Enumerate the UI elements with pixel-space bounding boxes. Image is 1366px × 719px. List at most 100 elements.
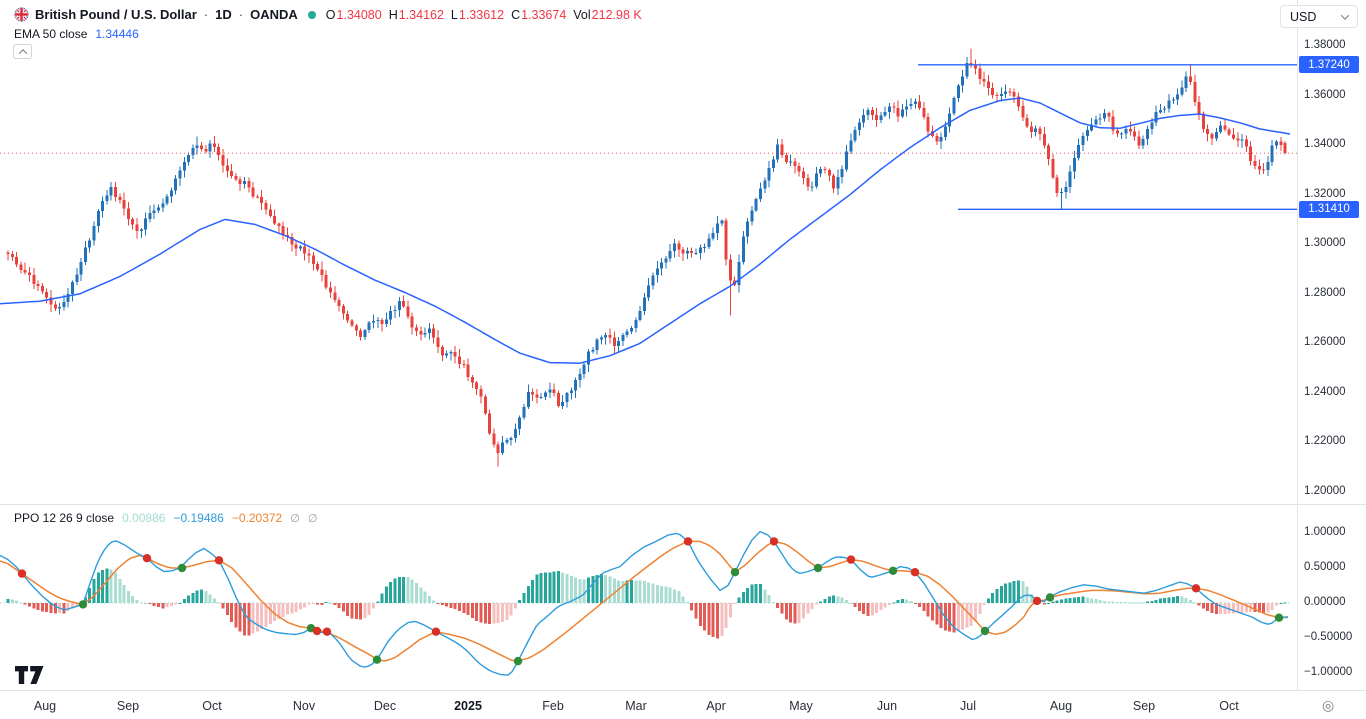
- price-axis-label: 1.28000: [1304, 286, 1346, 299]
- market-status-icon: [307, 10, 316, 19]
- ppo-signal-value: −0.20372: [231, 511, 283, 525]
- tradingview-logo[interactable]: [15, 666, 45, 685]
- title-separator2: ·: [238, 7, 244, 22]
- price-axis-label: 1.30000: [1304, 237, 1346, 250]
- empty-set-icon[interactable]: ∅: [307, 512, 318, 525]
- bull-cross-dot: [1274, 613, 1284, 622]
- ppo-histogram: [6, 568, 1287, 639]
- price-axis-label: 1.34000: [1304, 138, 1346, 151]
- price-axis-label: 1.38000: [1304, 39, 1346, 51]
- level-price-badge: 1.31410: [1299, 200, 1359, 218]
- bear-cross-dot: [1032, 596, 1042, 606]
- bear-cross-dot: [17, 569, 27, 578]
- bull-cross-dot: [177, 563, 187, 573]
- ppo-legend[interactable]: PPO 12 26 9 close 0.00886 −0.19486 −0.20…: [14, 511, 317, 525]
- bull-cross-dot: [78, 600, 88, 609]
- currency-selector[interactable]: USD: [1280, 5, 1358, 28]
- low-value: 1.33612: [458, 7, 505, 22]
- time-axis-month-label: Dec: [373, 699, 397, 713]
- candlestick-series: [6, 48, 1287, 467]
- chevron-up-icon: [18, 48, 27, 58]
- close-value: 1.33674: [521, 7, 567, 22]
- gbpusd-flag-icon: [14, 7, 29, 22]
- time-axis-month-label: Sep: [1132, 699, 1156, 713]
- level-price-badge: 1.37240: [1299, 56, 1359, 74]
- bear-cross-dot: [312, 626, 322, 636]
- price-axis-label: 1.32000: [1304, 187, 1346, 200]
- time-axis-month-label: Mar: [625, 699, 647, 713]
- ppo-axis-label: 0.50000: [1304, 561, 1346, 573]
- price-axis-border: [1297, 0, 1298, 690]
- time-axis-month-label: Feb: [542, 699, 564, 713]
- bull-cross-dot: [372, 655, 382, 664]
- bull-cross-dot: [1045, 593, 1055, 602]
- ppo-cross-markers: [17, 537, 1284, 666]
- time-axis[interactable]: ◎ Aug Sep Oct Nov Dec 2025 Feb Mar Apr May Jun Jul A…: [0, 690, 1366, 719]
- ppo-hist-value: 0.00886: [122, 511, 166, 525]
- time-axis-month-label: May: [789, 699, 813, 713]
- ppo-axis-label: −1.00000: [1304, 666, 1353, 678]
- time-axis-month-label: Apr: [706, 699, 726, 713]
- interval-label[interactable]: 1D: [215, 7, 232, 22]
- open-value: 1.34080: [336, 7, 382, 22]
- time-axis-month-label: Jun: [876, 699, 898, 713]
- bear-cross-dot: [214, 556, 224, 565]
- bull-cross-dot: [888, 566, 898, 575]
- main-chart-pane[interactable]: [0, 0, 1297, 505]
- ppo-axis-label: 1.00000: [1304, 526, 1346, 538]
- ema-value: 1.34446: [95, 27, 139, 41]
- price-axis-label: 1.22000: [1304, 435, 1346, 448]
- bear-cross-dot: [1191, 584, 1201, 593]
- time-axis-month-label: Sep: [116, 699, 140, 713]
- ohlc-readout: O1.34080 H1.34162 L1.33612 C1.33674 Vol2…: [325, 7, 642, 22]
- empty-set-icon[interactable]: ∅: [290, 512, 300, 525]
- ppo-line: [0, 530, 1289, 676]
- price-axis-label: 1.26000: [1304, 336, 1346, 349]
- time-axis-month-label: Nov: [292, 699, 316, 713]
- ppo-line-value: −0.19486: [173, 511, 224, 525]
- ppo-axis-label: −0.50000: [1304, 631, 1353, 643]
- bull-cross-dot: [730, 568, 740, 577]
- ppo-chart-canvas[interactable]: [0, 505, 1297, 690]
- high-value: 1.34162: [398, 7, 444, 22]
- bear-cross-dot: [910, 568, 920, 577]
- chevron-down-icon: [1340, 10, 1350, 20]
- time-axis-year-label: 2025: [454, 699, 482, 713]
- pane-divider[interactable]: [0, 504, 1366, 505]
- time-axis-month-label: Oct: [202, 699, 222, 713]
- candlestick-chart-canvas[interactable]: [0, 0, 1297, 505]
- ema-legend[interactable]: EMA 50 close 1.34446: [14, 27, 139, 41]
- symbol-title[interactable]: British Pound / U.S. Dollar: [35, 7, 197, 22]
- bull-cross-dot: [813, 563, 823, 573]
- title-separator: ·: [203, 7, 209, 22]
- legend-collapse-button[interactable]: [13, 44, 32, 59]
- ema50-line: [0, 97, 1291, 364]
- ppo-signal-line: [0, 540, 1289, 662]
- price-axis-label: 1.24000: [1304, 385, 1346, 398]
- ppo-indicator-pane[interactable]: [0, 505, 1297, 690]
- bear-cross-dot: [769, 537, 779, 546]
- volume-value: 212.98 K: [591, 7, 642, 22]
- bull-cross-dot: [980, 626, 990, 636]
- price-axis[interactable]: 1.38000 1.36000 1.34000 1.32000 1.30000 1.280…: [1298, 0, 1366, 505]
- ppo-axis[interactable]: 1.00000 0.50000 0.00000 −0.50000 −1.00000: [1298, 505, 1366, 690]
- ppo-label: PPO 12 26 9 close: [14, 511, 115, 525]
- exchange-label[interactable]: OANDA: [250, 7, 298, 22]
- ppo-axis-label: 0.00000: [1304, 596, 1346, 608]
- time-axis-month-label: Jul: [960, 699, 976, 713]
- bear-cross-dot: [846, 555, 856, 564]
- price-axis-label: 1.20000: [1304, 485, 1346, 497]
- currency-value: USD: [1290, 9, 1317, 24]
- time-axis-month-label: Oct: [1219, 699, 1239, 713]
- bear-cross-dot: [322, 627, 332, 636]
- bear-cross-dot: [142, 554, 152, 563]
- bear-cross-dot: [683, 537, 693, 546]
- bear-cross-dot: [431, 627, 441, 636]
- price-axis-label: 1.36000: [1304, 88, 1346, 101]
- time-axis-month-label: Aug: [1049, 699, 1073, 713]
- go-to-realtime-icon[interactable]: ◎: [1322, 697, 1335, 713]
- symbol-legend[interactable]: British Pound / U.S. Dollar · 1D · OANDA…: [14, 7, 642, 22]
- bull-cross-dot: [513, 656, 523, 666]
- ema-label: EMA 50 close: [14, 27, 88, 41]
